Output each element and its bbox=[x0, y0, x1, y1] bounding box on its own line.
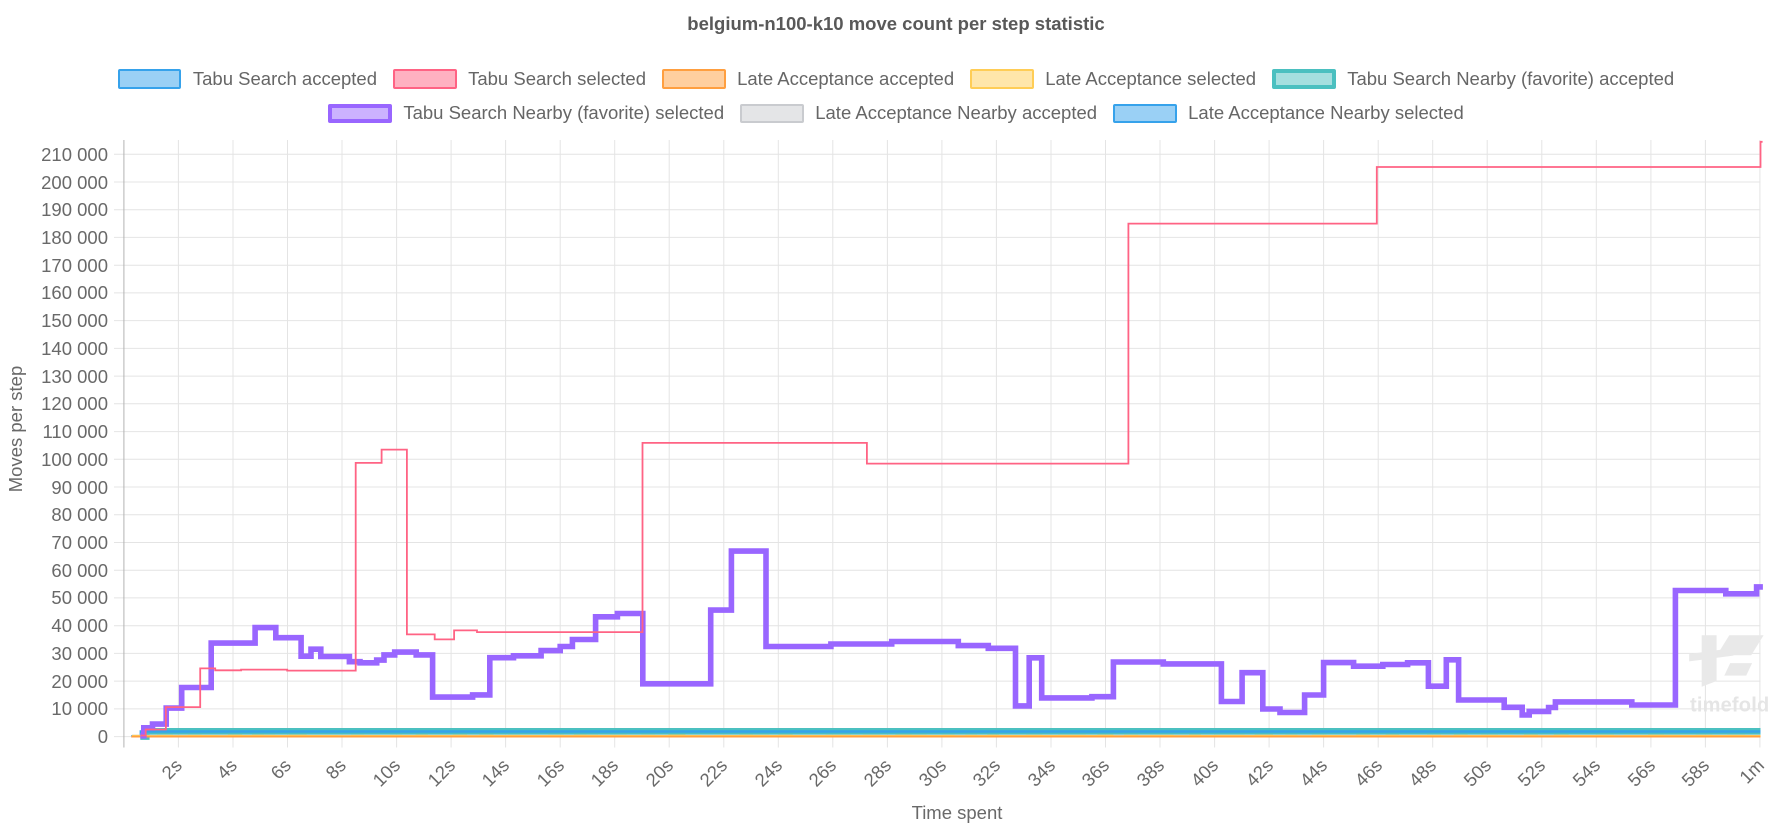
svg-text:timefold: timefold bbox=[1690, 695, 1769, 717]
